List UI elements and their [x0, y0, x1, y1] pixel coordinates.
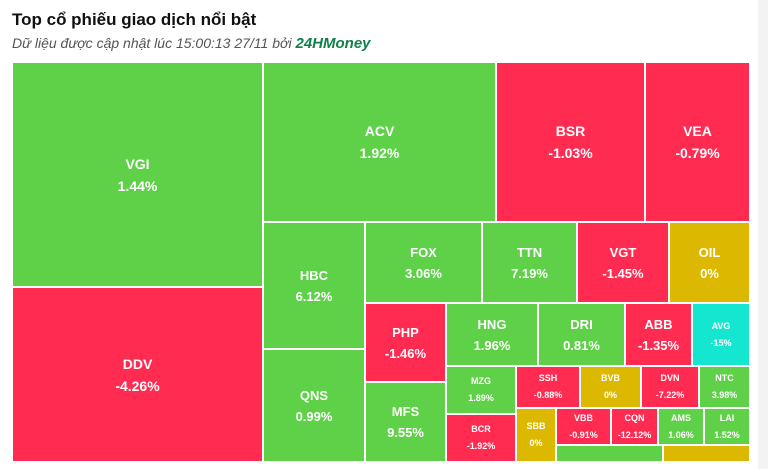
tile-ticker: BSR [555, 123, 586, 139]
tile-change: -15% [710, 337, 732, 348]
tile-change: -4.26% [115, 377, 160, 394]
page-title: Top cổ phiếu giao dịch nổi bật [12, 10, 257, 29]
tile-ticker: LAI [719, 412, 735, 423]
tile-hng[interactable]: HNG 1.96% [446, 303, 538, 366]
tile-ticker: VGT [609, 244, 637, 260]
tile-change: 1.52% [714, 429, 740, 440]
brand-link[interactable]: 24HMoney [295, 35, 371, 52]
tile-vbb[interactable]: VBB -0.91% [556, 408, 611, 445]
tile-change: -0.88% [533, 390, 563, 400]
tile-ticker: PHP [392, 324, 419, 340]
tile-ticker: DDV [122, 355, 153, 372]
tile-change: 9.55% [387, 425, 424, 440]
tile-abb[interactable]: ABB -1.35% [625, 303, 692, 366]
tile-acv[interactable]: ACV 1.92% [263, 62, 496, 222]
tile-change: 3.98% [711, 390, 738, 400]
tile-bsr[interactable]: BSR -1.03% [496, 62, 645, 222]
tile-change: -1.92% [466, 441, 496, 451]
tile-ticker: DVN [660, 373, 680, 383]
tile-ticker: SSH [538, 373, 558, 383]
tile-change: -1.45% [602, 265, 644, 281]
tile-ticker: MZG [471, 376, 491, 386]
tile-change: 6.12% [295, 288, 333, 304]
tile-ntc[interactable]: NTC 3.98% [699, 366, 750, 408]
tile-change: 1.89% [468, 393, 494, 403]
tile-bcr[interactable]: BCR -1.92% [446, 414, 516, 462]
tile-change: 0.81% [563, 337, 600, 353]
tile-change: 7.19% [511, 265, 548, 281]
tile-ticker: ACV [364, 123, 395, 139]
tile-avg[interactable]: AVG -15% [692, 303, 750, 366]
tile-change: -0.79% [675, 145, 720, 161]
tile-ticker: OIL [698, 244, 721, 260]
tile-change: 1.92% [359, 145, 400, 161]
tile-ticker: BVB [600, 373, 620, 383]
tile-ticker: TTN [516, 244, 543, 260]
tile-oil[interactable]: OIL 0% [669, 222, 750, 303]
tile-bvb[interactable]: BVB 0% [580, 366, 641, 408]
tile-mzg[interactable]: MZG 1.89% [446, 366, 516, 414]
tile-change: 0.99% [295, 408, 333, 424]
tile-ticker: MFS [391, 404, 420, 419]
tile-change: -1.03% [548, 145, 593, 161]
tile-change: 0% [603, 390, 617, 400]
tile-vea[interactable]: VEA -0.79% [645, 62, 750, 222]
tile-ssh[interactable]: SSH -0.88% [516, 366, 580, 408]
tile-ticker: SBB [526, 421, 546, 431]
tile-dri[interactable]: DRI 0.81% [538, 303, 625, 366]
tile-php[interactable]: PHP -1.46% [365, 303, 446, 382]
tile-ticker: FOX [410, 244, 437, 260]
tile-dvn[interactable]: DVN -7.22% [641, 366, 699, 408]
tile-change: 1.06% [668, 429, 694, 440]
tile-sbb[interactable]: SBB 0% [516, 408, 556, 462]
tile-ticker: VGI [125, 155, 150, 172]
tile-vgi[interactable]: VGI 1.44% [12, 62, 263, 287]
tile-change: 1.96% [473, 337, 511, 353]
tile-change: -1.35% [637, 337, 680, 353]
tile-mfs[interactable]: MFS 9.55% [365, 382, 446, 462]
tile-change: -1.46% [384, 345, 427, 361]
tile-ticker: AVG [711, 320, 731, 331]
tile-unlabeled[interactable] [556, 445, 663, 462]
tile-change: 0% [700, 265, 719, 281]
tile-ticker: QNS [299, 387, 329, 403]
tile-ticker: VEA [683, 123, 712, 139]
update-subtitle: Dữ liệu được cập nhật lúc 15:00:13 27/11… [12, 35, 371, 52]
update-text: Dữ liệu được cập nhật lúc 15:00:13 27/11… [12, 35, 292, 51]
tile-change: -0.91% [569, 429, 598, 440]
tile-ticker: DRI [570, 316, 593, 332]
tile-change: 3.06% [405, 265, 442, 281]
tile-ticker: NTC [715, 373, 734, 383]
scrollbar[interactable] [758, 0, 768, 469]
tile-ticker: ABB [644, 316, 673, 332]
tile-ticker: VBB [573, 412, 593, 423]
tile-ttn[interactable]: TTN 7.19% [482, 222, 577, 303]
tile-vgt[interactable]: VGT -1.45% [577, 222, 669, 303]
tile-fox[interactable]: FOX 3.06% [365, 222, 482, 303]
tile-ticker: HNG [477, 316, 507, 332]
tile-ticker: HBC [299, 267, 329, 283]
tile-qns[interactable]: QNS 0.99% [263, 349, 365, 462]
tile-ticker: AMS [671, 412, 691, 423]
tile-ticker: CQN [624, 412, 645, 423]
tile-ddv[interactable]: DDV -4.26% [12, 287, 263, 462]
tile-unlabeled[interactable] [663, 445, 750, 462]
tile-change: 1.44% [117, 177, 158, 194]
tile-ams[interactable]: AMS 1.06% [658, 408, 704, 445]
tile-change: 0% [529, 438, 543, 448]
tile-hbc[interactable]: HBC 6.12% [263, 222, 365, 349]
tile-change: -12.12% [617, 429, 652, 440]
tile-change: -7.22% [655, 390, 685, 400]
tile-lai[interactable]: LAI 1.52% [704, 408, 750, 445]
tile-ticker: BCR [471, 424, 491, 434]
tile-cqn[interactable]: CQN -12.12% [611, 408, 658, 445]
